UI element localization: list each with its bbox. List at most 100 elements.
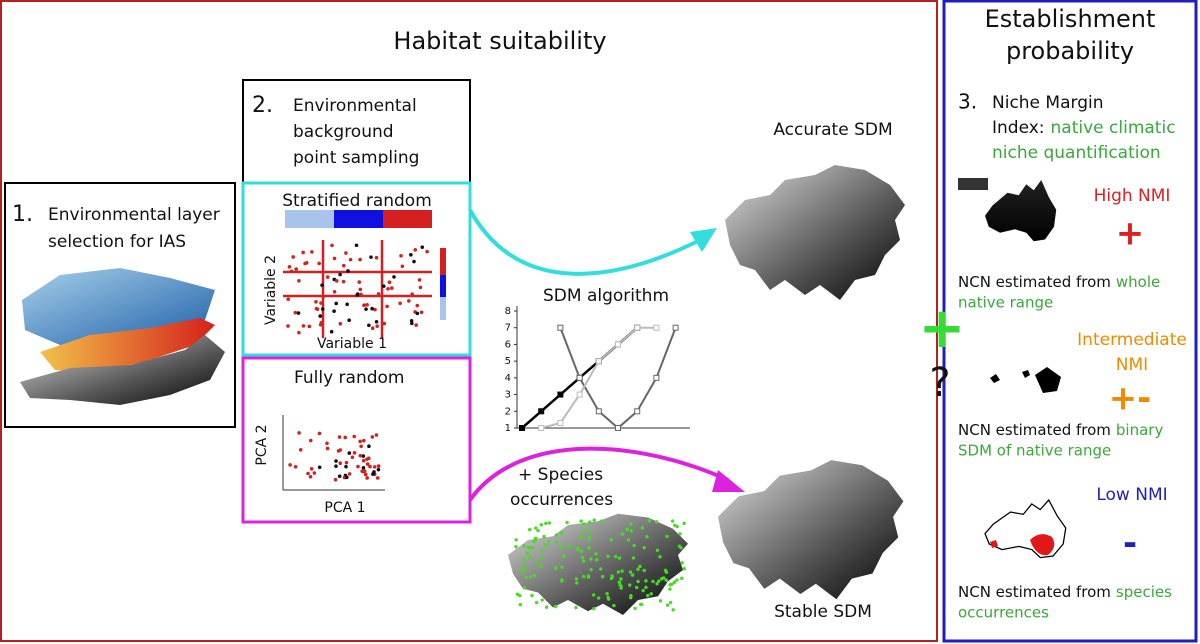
step2-label: point sampling bbox=[293, 148, 419, 168]
nmi-level: Intermediate bbox=[1077, 330, 1187, 350]
y-tick-label: 4 bbox=[505, 373, 511, 384]
sample-point bbox=[334, 279, 339, 283]
sample-point bbox=[358, 287, 363, 292]
sample-point bbox=[314, 306, 319, 311]
caption-text: NCN estimated from bbox=[958, 421, 1111, 439]
occurrence-point bbox=[598, 567, 603, 571]
sample-point bbox=[337, 474, 342, 479]
occurrence-point bbox=[559, 545, 564, 550]
occurrence-point bbox=[670, 582, 674, 586]
occurrence-point bbox=[626, 538, 630, 542]
occurrence-point bbox=[682, 567, 686, 571]
occurrence-point bbox=[587, 537, 591, 541]
series-point bbox=[634, 324, 641, 331]
sample-point bbox=[356, 464, 360, 469]
occurrence-point bbox=[559, 531, 563, 535]
sample-point bbox=[419, 310, 424, 315]
sample-point bbox=[341, 263, 346, 268]
step2-label: Environmental bbox=[293, 96, 417, 116]
sample-point bbox=[414, 323, 418, 327]
sample-point bbox=[293, 464, 298, 469]
caption-source: binary bbox=[1116, 421, 1164, 439]
output-label: Accurate SDM bbox=[773, 120, 892, 140]
pca-axes bbox=[282, 415, 385, 491]
caption-text: NCN estimated from bbox=[958, 583, 1111, 601]
sample-point bbox=[344, 475, 349, 480]
occurrence-point bbox=[605, 591, 609, 596]
sample-point bbox=[344, 251, 348, 255]
range-map bbox=[985, 180, 1057, 242]
sample-point bbox=[297, 330, 301, 335]
sample-point bbox=[376, 292, 381, 296]
occurrence-point bbox=[515, 592, 520, 596]
sample-point bbox=[338, 321, 343, 326]
habitat-title: Habitat suitability bbox=[393, 27, 606, 55]
occurrence-point bbox=[630, 573, 635, 577]
occurrence-point bbox=[522, 586, 527, 590]
sample-point bbox=[370, 435, 375, 439]
strata-bar bbox=[440, 275, 446, 297]
occurrence-point bbox=[619, 586, 623, 590]
sample-point bbox=[417, 278, 422, 282]
step-number: 1. bbox=[12, 202, 33, 227]
nmi-sign: - bbox=[1123, 524, 1137, 564]
fully-random-box bbox=[241, 356, 472, 524]
occurrence-point bbox=[592, 518, 596, 522]
occurrence-point bbox=[638, 564, 642, 569]
occurrence-point bbox=[606, 554, 610, 559]
sample-point bbox=[409, 252, 413, 257]
nmi-level: NMI bbox=[1116, 355, 1148, 375]
series-point bbox=[653, 374, 660, 381]
occurrence-point bbox=[579, 535, 584, 540]
sample-point bbox=[332, 309, 336, 313]
step-number: 2. bbox=[252, 93, 273, 118]
sample-point bbox=[352, 450, 357, 455]
sample-point bbox=[287, 265, 292, 269]
occurrence-point bbox=[536, 528, 540, 533]
sample-point bbox=[317, 261, 321, 266]
occurrence-point bbox=[638, 602, 643, 606]
sample-point bbox=[407, 299, 411, 303]
occurrence-point bbox=[619, 577, 623, 581]
series-point bbox=[538, 425, 545, 431]
sample-point bbox=[352, 434, 357, 439]
sample-point bbox=[329, 329, 334, 334]
occurrence-point bbox=[522, 544, 526, 548]
nmi-sign: +- bbox=[1109, 379, 1152, 419]
occurrence-point bbox=[680, 561, 684, 565]
occurrence-point bbox=[680, 576, 684, 581]
occurrence-point bbox=[668, 600, 673, 605]
sample-point bbox=[347, 451, 352, 455]
occurrence-point bbox=[665, 534, 669, 539]
occurrence-point bbox=[528, 575, 533, 579]
occurrence-point bbox=[532, 573, 537, 578]
sample-point bbox=[412, 259, 416, 264]
sample-point bbox=[288, 463, 292, 467]
sample-point bbox=[365, 476, 369, 480]
y-tick-label: 8 bbox=[505, 306, 511, 317]
occurrence-point bbox=[575, 581, 579, 585]
occurrence-point bbox=[534, 600, 539, 605]
nmi-sign: + bbox=[1116, 214, 1145, 254]
occurrence-point bbox=[560, 578, 564, 582]
occurrence-point bbox=[587, 546, 591, 550]
sample-point bbox=[307, 324, 312, 329]
sample-point bbox=[370, 326, 375, 331]
habitat-frame bbox=[0, 0, 938, 642]
occurrence-point bbox=[519, 567, 523, 572]
sdm-map bbox=[725, 165, 905, 300]
sample-point bbox=[376, 464, 381, 468]
step1-label: selection for IAS bbox=[48, 232, 186, 252]
occurrence-point bbox=[580, 555, 585, 560]
strata-bar bbox=[285, 210, 334, 228]
occurrence-point bbox=[672, 580, 677, 584]
sample-point bbox=[319, 320, 324, 325]
sample-point bbox=[362, 303, 366, 308]
sample-point bbox=[297, 278, 301, 283]
occurrence-point bbox=[659, 577, 664, 581]
sample-point bbox=[375, 324, 379, 328]
occurrence-point bbox=[528, 555, 532, 559]
sample-point bbox=[293, 310, 298, 315]
sdm-title: SDM algorithm bbox=[543, 286, 669, 306]
